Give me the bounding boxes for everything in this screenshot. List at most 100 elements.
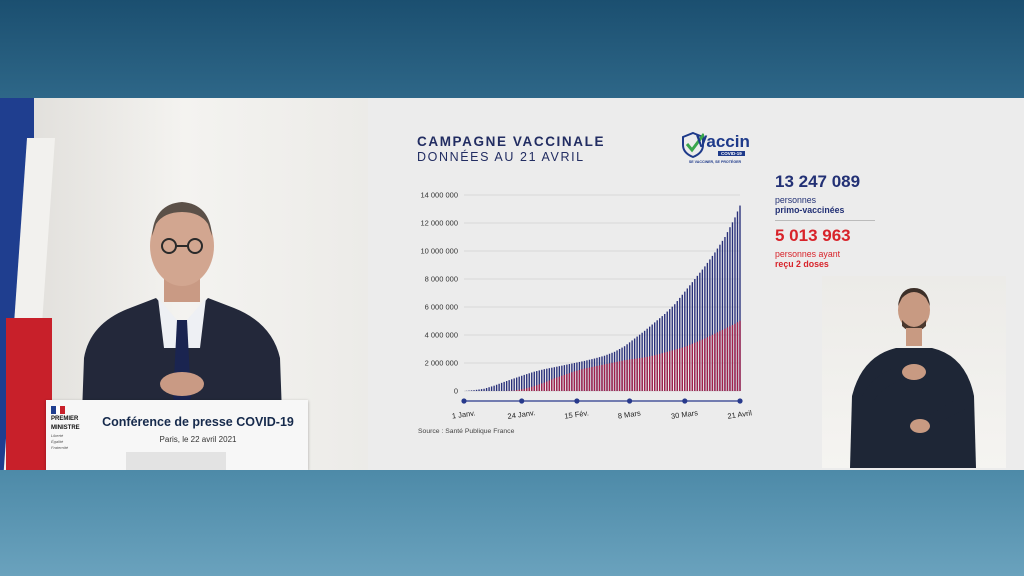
x-tick-label: 30 Mars — [670, 408, 698, 421]
two-doses-bar — [694, 342, 696, 391]
two-doses-bar — [711, 334, 714, 391]
primo-vaccinated-bar — [674, 304, 676, 391]
chart-source: Source : Santé Publique France — [418, 428, 515, 435]
primo-vaccinated-bar — [533, 371, 535, 391]
primo-vaccinated-bar — [696, 275, 699, 391]
primo-vaccinated-bar — [734, 217, 736, 391]
x-axis-marker — [627, 398, 633, 404]
two-doses-bar — [731, 325, 734, 391]
primo-vaccinated-bar — [498, 383, 500, 391]
two-doses-bar — [588, 367, 591, 391]
two-doses-bar — [548, 380, 550, 391]
two-doses-bar — [608, 363, 611, 391]
primo-vaccinated-bar — [500, 382, 503, 391]
primo-vaccinated-bar — [721, 240, 724, 391]
primo-vaccinated-bar — [528, 373, 530, 391]
sign-language-interpreter-video — [822, 276, 1006, 468]
two-doses-bar — [696, 341, 699, 391]
x-axis-marker — [519, 398, 525, 404]
two-doses-bar — [518, 389, 520, 391]
two-doses-bar — [591, 367, 593, 391]
primo-vaccinated-bar — [503, 381, 505, 391]
primo-vaccinated-bar — [536, 371, 538, 391]
logo-line-1: PREMIER — [51, 416, 79, 422]
conference-title: Conférence de presse COVID-19 — [102, 415, 294, 429]
x-axis-marker — [737, 398, 743, 404]
vaccin-covid-logo: Vaccin COVID-19 SE VACCINER, SE PROTÉGER — [682, 130, 750, 170]
two-doses-bar — [626, 359, 628, 391]
two-doses-bar — [536, 385, 538, 391]
two-doses-bar — [568, 373, 571, 391]
primo-vaccinated-bar — [478, 389, 480, 391]
y-tick-label: 4 000 000 — [425, 331, 458, 340]
two-doses-bar — [566, 374, 568, 391]
two-doses-bar — [581, 369, 583, 391]
two-doses-bar — [681, 347, 683, 391]
two-doses-bar — [556, 377, 558, 391]
primo-vaccinated-bar — [676, 301, 678, 391]
two-doses-bar — [583, 368, 586, 391]
two-doses-bar — [669, 351, 671, 391]
two-doses-count: 5 013 963 — [775, 226, 851, 245]
two-doses-bar — [596, 365, 598, 391]
two-doses-bar — [526, 388, 528, 391]
two-doses-bar — [641, 357, 643, 391]
two-doses-bar — [558, 376, 561, 391]
two-doses-bar — [709, 336, 711, 391]
primo-vaccinated-bar — [694, 279, 696, 391]
two-doses-bar — [646, 356, 648, 391]
primo-vaccinated-bar — [671, 306, 673, 391]
primo-vaccinated-bar — [495, 384, 498, 391]
two-doses-bar — [701, 339, 704, 391]
primo-vaccinated-bar — [684, 291, 686, 391]
two-doses-bar — [721, 329, 724, 391]
y-tick-label: 10 000 000 — [420, 247, 458, 256]
primo-vaccinated-bar — [714, 252, 716, 391]
primo-vaccinated-bar — [505, 381, 508, 391]
two-doses-bar — [686, 345, 688, 391]
two-doses-bar — [716, 332, 719, 391]
two-doses-bar — [691, 343, 694, 391]
top-background-band — [0, 0, 1024, 98]
two-doses-bar — [676, 349, 678, 391]
two-doses-bar — [593, 366, 596, 391]
two-doses-bar — [648, 356, 651, 391]
primo-vaccinated-count: 13 247 089 — [775, 172, 861, 191]
primo-vaccinated-bar — [699, 272, 701, 391]
two-doses-bar — [606, 363, 608, 391]
primo-vaccinated-bar — [541, 369, 543, 391]
two-doses-bar — [684, 346, 686, 391]
two-doses-bar — [699, 340, 701, 391]
primo-vaccinated-bar — [711, 255, 714, 391]
interpreter-figure — [850, 288, 976, 468]
two-doses-bar — [664, 352, 666, 391]
primo-vaccinated-bar — [510, 379, 513, 391]
conference-date: Paris, le 22 avril 2021 — [159, 435, 237, 444]
stats-divider — [775, 220, 875, 221]
shield-check-icon — [682, 132, 704, 158]
y-tick-label: 0 — [454, 387, 458, 396]
x-tick-label: 8 Mars — [617, 408, 641, 420]
primo-vaccinated-bar — [719, 244, 721, 391]
two-doses-label-2: reçu 2 doses — [775, 259, 829, 269]
two-doses-bar — [618, 361, 621, 391]
two-doses-bar — [724, 328, 726, 391]
bottom-background-band — [0, 470, 1024, 576]
vaccin-logo-word: Vaccin — [696, 132, 750, 151]
x-axis-marker — [682, 398, 688, 404]
two-doses-bar — [739, 320, 741, 391]
y-tick-label: 6 000 000 — [425, 303, 458, 312]
primo-vaccinated-bar — [523, 374, 525, 391]
two-doses-bar — [603, 364, 606, 391]
two-doses-bar — [736, 322, 739, 391]
vaccination-slide: CAMPAGNE VACCINALE DONNÉES AU 21 AVRIL V… — [368, 98, 1024, 470]
primo-vaccinated-bar — [739, 205, 741, 391]
two-doses-bar — [586, 368, 588, 391]
two-doses-bar — [546, 381, 548, 391]
primo-vaccinated-bar — [704, 266, 706, 391]
two-doses-bar — [523, 388, 525, 391]
two-doses-bar — [621, 360, 623, 391]
primo-vaccinated-bar — [724, 237, 726, 391]
two-doses-bar — [659, 353, 661, 391]
two-doses-bar — [651, 355, 653, 391]
